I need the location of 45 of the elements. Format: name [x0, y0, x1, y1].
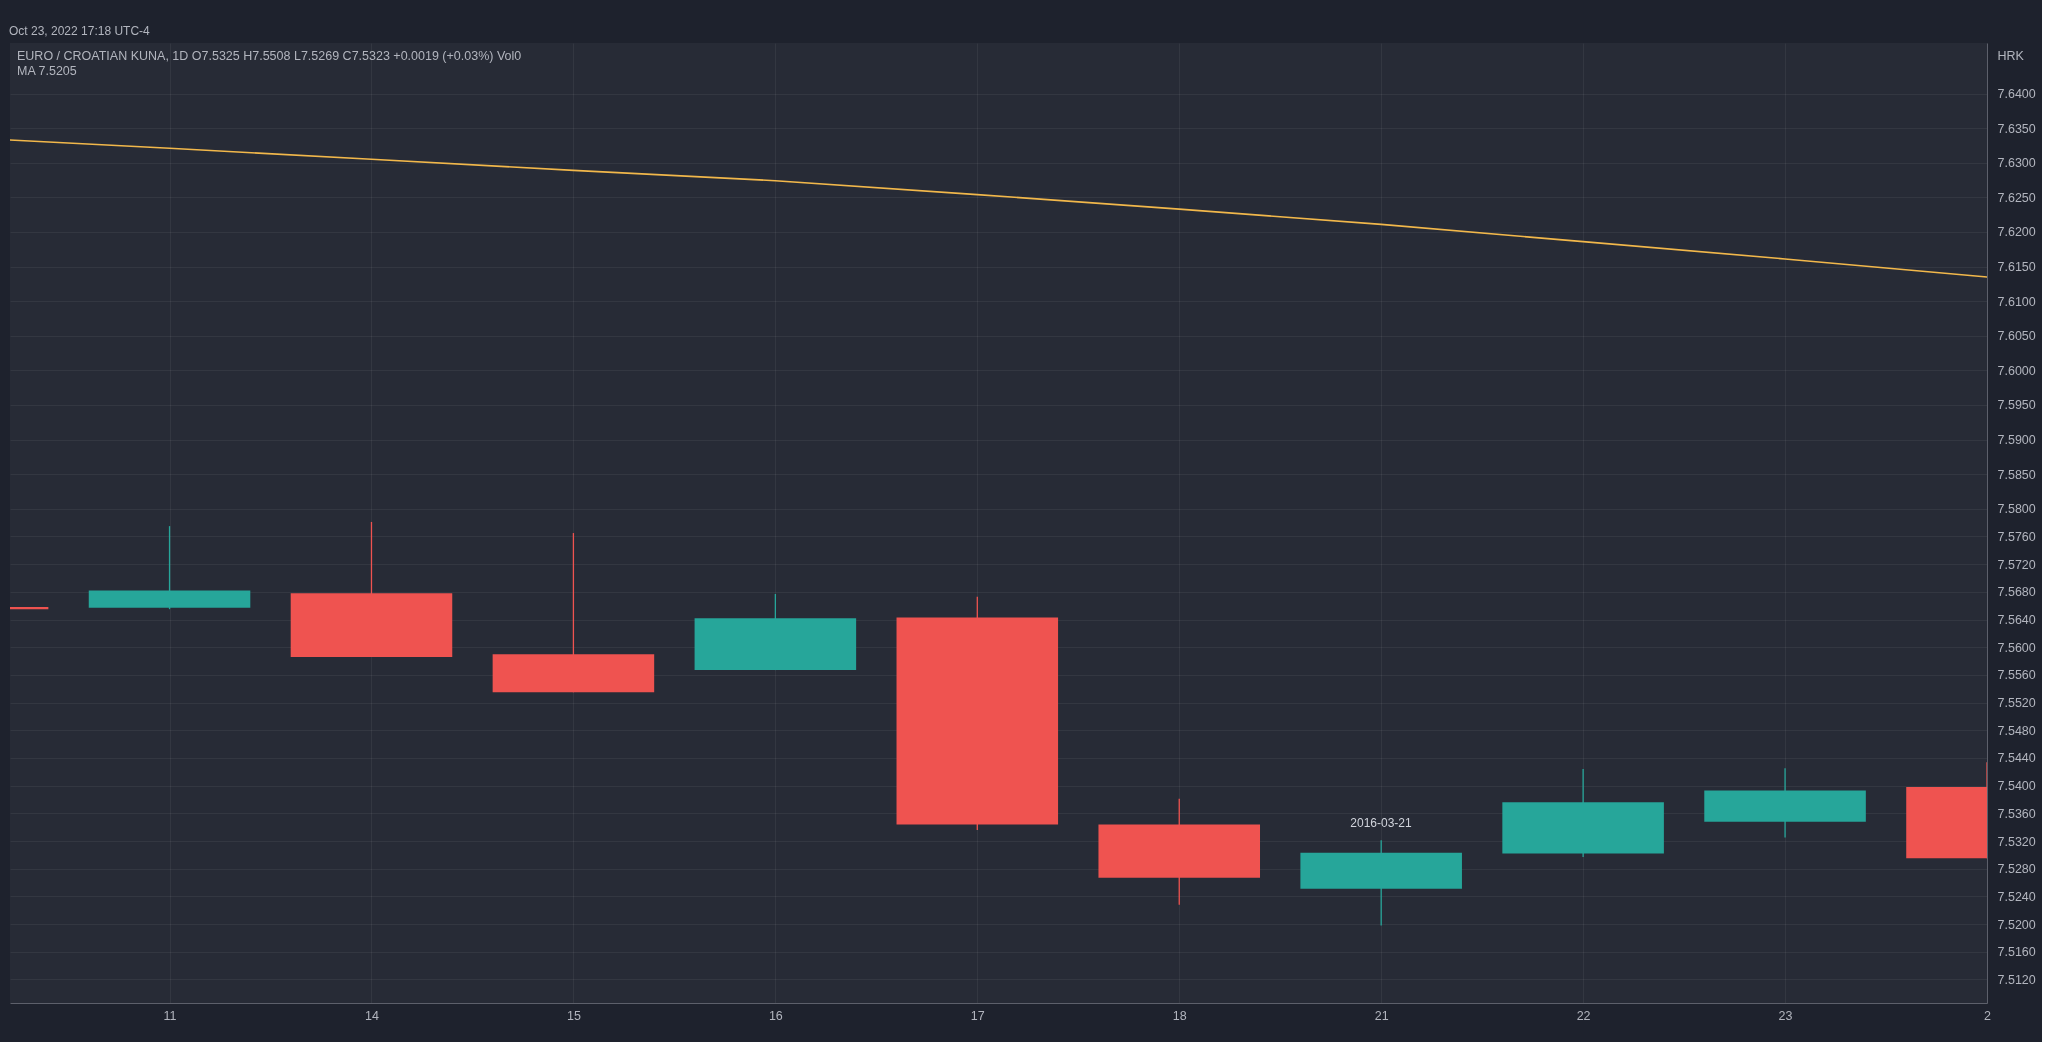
- y-tick-label: 7.5360: [1997, 806, 2036, 821]
- y-tick-label: 7.6250: [1997, 190, 2036, 205]
- y-tick-label: 7.6300: [1997, 156, 2036, 171]
- y-tick-label: 7.5680: [1997, 585, 2036, 600]
- x-tick-label: 18: [1172, 1008, 1187, 1023]
- y-tick-label: 7.5280: [1997, 862, 2036, 877]
- y-tick-label: 7.5850: [1997, 467, 2036, 482]
- y-tick-label: 7.5200: [1997, 917, 2036, 932]
- y-tick-label: 7.5160: [1997, 945, 2036, 960]
- text: Oct 23, 2022 17:18 UTC-4: [9, 24, 151, 38]
- x-tick-label: 16: [768, 1008, 783, 1023]
- y-tick-label: 7.5560: [1997, 668, 2036, 683]
- x-tick-label: 23: [1778, 1008, 1793, 1023]
- y-tick-label: 7.6000: [1997, 363, 2036, 378]
- y-tick-label: 7.5600: [1997, 640, 2036, 655]
- y-axis-title: HRK: [1997, 48, 2025, 63]
- y-tick-label: 7.5950: [1997, 398, 2036, 413]
- x-tick-label: 17: [970, 1008, 985, 1023]
- text: MA 7.5205: [17, 64, 77, 78]
- y-tick-label: 7.5320: [1997, 834, 2036, 849]
- y-tick-label: 7.5900: [1997, 433, 2036, 448]
- annotation: 2016-03-21: [1350, 816, 1413, 830]
- y-tick-label: 7.5800: [1997, 502, 2036, 517]
- y-tick-label: 7.5440: [1997, 751, 2036, 766]
- x-tick-label: 15: [566, 1008, 581, 1023]
- y-tick-label: 7.5640: [1997, 613, 2036, 628]
- x-tick-label: 11: [163, 1008, 177, 1023]
- y-tick-label: 7.5400: [1997, 779, 2036, 794]
- y-tick-label: 7.5720: [1997, 557, 2036, 572]
- y-tick-label: 7.6100: [1997, 294, 2036, 309]
- y-tick-label: 7.5760: [1997, 530, 2036, 544]
- x-tick-label: 14: [365, 1008, 379, 1023]
- y-tick-label: 7.5480: [1997, 723, 2036, 738]
- y-tick-label: 7.6350: [1997, 121, 2036, 136]
- x-tick-label: 22: [1576, 1008, 1591, 1023]
- y-tick-label: 7.5520: [1997, 696, 2036, 711]
- y-tick-label: 7.5240: [1997, 889, 2036, 904]
- y-tick-label: 7.6400: [1997, 87, 2036, 102]
- y-tick-label: 7.5120: [1997, 972, 2036, 987]
- x-tick-label: 21: [1374, 1008, 1389, 1023]
- x-tick-label: 2: [1984, 1008, 1992, 1023]
- y-tick-label: 7.6150: [1997, 260, 2036, 275]
- chart-title: EURO / CROATIAN KUNA, 1D O7.5325 H7.5508 L7.5269 C7.5323 +0.0019 (+0.03%) Vol0: [17, 49, 522, 63]
- y-tick-label: 7.6200: [1997, 225, 2036, 240]
- y-tick-label: 7.6050: [1997, 329, 2036, 344]
